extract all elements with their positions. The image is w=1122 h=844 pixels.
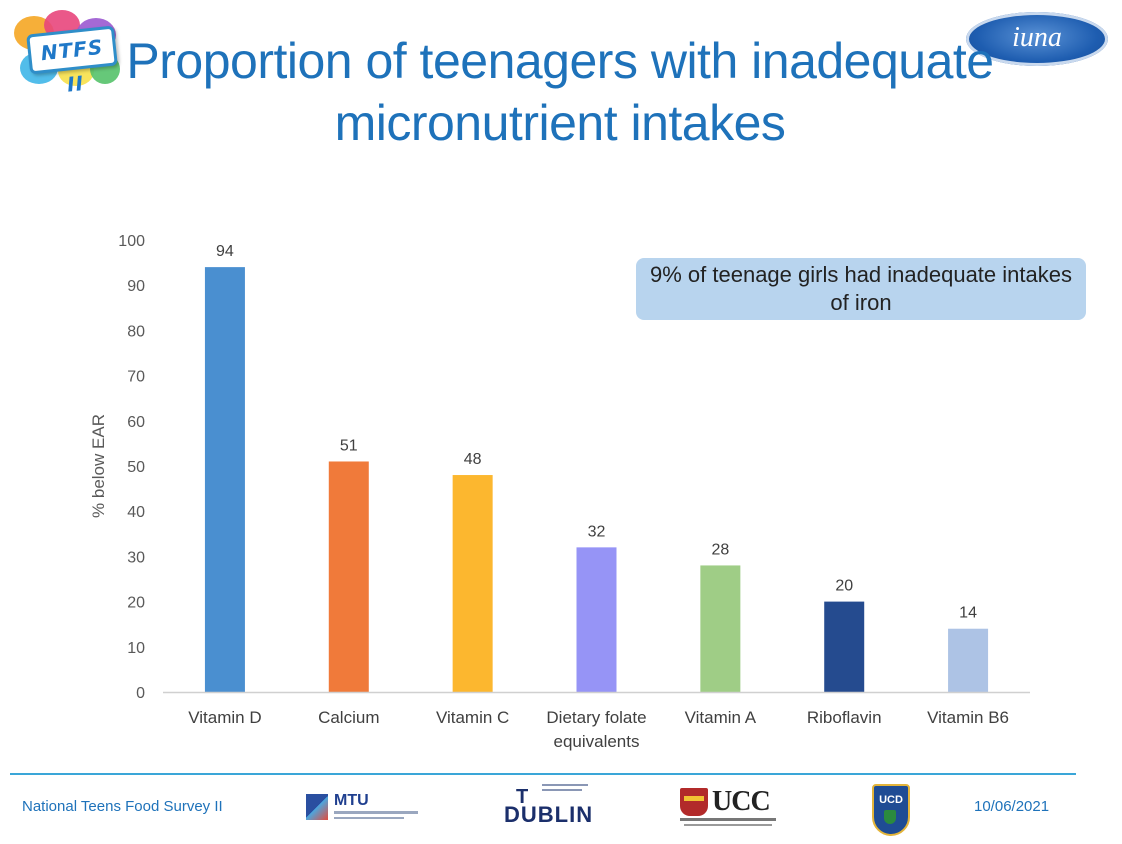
bar [824,601,865,692]
bars: 94 51 48 32 28 20 14 [204,243,989,692]
y-axis: 0 10 20 30 40 50 60 70 80 90 100 [118,233,145,702]
bar [204,267,245,692]
x-tick-label: Riboflavin [807,708,882,727]
y-tick-label: 100 [118,233,145,250]
y-tick-label: 30 [127,549,145,566]
ntfs-logo: NTFS II [14,10,120,97]
x-tick-label: Vitamin A [685,708,757,727]
data-label: 28 [711,541,729,558]
mtu-logo: MTU [306,792,418,824]
data-label: 51 [340,437,358,454]
y-tick-label: 70 [127,369,145,386]
tu-dublin-logo: T DUBLIN [504,784,594,827]
y-tick-label: 80 [127,323,145,340]
footer-date: 10/06/2021 [974,798,1050,815]
y-tick-label: 50 [127,459,145,476]
slide-title: Proportion of teenagers with inadequate … [126,33,994,151]
y-tick-label: 40 [127,504,145,521]
bar [452,475,493,692]
ucd-logo: UCD [872,784,910,836]
data-label: 48 [464,451,482,468]
footer-divider [10,773,1076,775]
tu-dublin-logo-text: DUBLIN [504,802,594,827]
iron-callout: 9% of teenage girls had inadequate intak… [636,258,1086,320]
x-tick-label: Vitamin B6 [927,708,1009,727]
x-tick-label: Vitamin D [188,708,261,727]
ucc-logo: UCC [680,786,780,832]
data-label: 94 [216,243,234,260]
x-axis: Vitamin D Calcium Vitamin C Dietary folate e… [163,691,1030,751]
bar [576,547,617,692]
ucd-logo-text: UCD [879,794,903,806]
y-tick-label: 10 [127,640,145,657]
y-axis-label: % below EAR [89,414,108,518]
x-tick-label: Calcium [318,708,379,727]
iuna-logo: iuna [966,12,1108,66]
bar [948,628,989,692]
data-label: 32 [588,523,606,540]
footer-survey-name: National Teens Food Survey II [22,798,223,815]
data-label: 14 [959,605,977,622]
y-tick-label: 20 [127,595,145,612]
y-tick-label: 60 [127,414,145,431]
x-tick-label: Vitamin C [436,708,509,727]
data-label: 20 [835,578,853,595]
x-tick-label: Dietary folate equivalents [546,708,646,751]
iuna-logo-text: iuna [1012,22,1062,53]
ucc-logo-text: UCC [712,786,771,817]
bar [328,461,369,692]
bar [700,565,741,692]
y-tick-label: 90 [127,278,145,295]
mtu-logo-text: MTU [334,792,369,809]
y-tick-label: 0 [136,685,145,702]
